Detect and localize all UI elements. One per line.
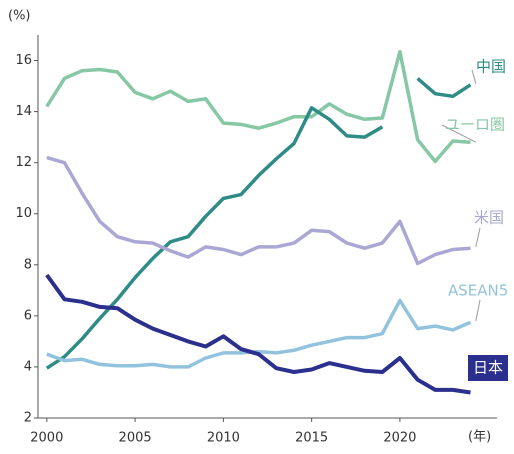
- y-tick-label: 14: [15, 104, 32, 119]
- legend-label: ユーロ圏: [445, 116, 505, 134]
- leader-line: [475, 227, 481, 248]
- legend-box: [468, 355, 508, 381]
- legend-label: 日本: [473, 359, 503, 377]
- y-tick-label: 2: [24, 411, 32, 426]
- series-line: [45, 273, 471, 395]
- leader-line: [441, 124, 477, 143]
- y-tick-label: 16: [15, 53, 32, 68]
- series-line: [416, 77, 472, 99]
- x-tick-label: 2000: [30, 431, 63, 446]
- legend-label: ASEAN5: [448, 282, 508, 300]
- y-tick-label: 8: [24, 257, 32, 272]
- series-line: [45, 106, 384, 370]
- leader-line: [475, 299, 481, 322]
- y-tick-label: 12: [15, 155, 32, 170]
- legend-label: 米国: [474, 209, 504, 227]
- y-unit: (%): [8, 9, 31, 24]
- series-line: [46, 155, 471, 266]
- x-tick-label: 2015: [295, 431, 328, 446]
- x-unit: (年): [468, 430, 491, 445]
- x-tick-label: 2005: [119, 431, 152, 446]
- legend-label: 中国: [476, 58, 506, 76]
- y-tick-label: 6: [24, 308, 32, 323]
- y-tick-label: 10: [15, 206, 32, 221]
- x-tick-label: 2020: [383, 431, 416, 446]
- leader-line: [471, 69, 477, 84]
- y-tick-label: 4: [24, 359, 32, 374]
- x-tick-label: 2010: [207, 431, 240, 446]
- series-line: [46, 298, 472, 369]
- series-line: [45, 49, 471, 164]
